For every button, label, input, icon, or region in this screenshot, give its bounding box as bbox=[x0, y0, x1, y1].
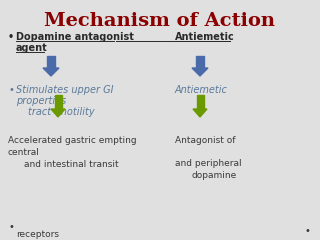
Polygon shape bbox=[193, 109, 207, 117]
Text: •: • bbox=[305, 226, 311, 236]
Text: Mechanism of Action: Mechanism of Action bbox=[44, 12, 276, 30]
Bar bbox=[47, 56, 55, 68]
Text: dopamine: dopamine bbox=[191, 171, 236, 180]
Text: Dopamine antagonist: Dopamine antagonist bbox=[16, 32, 134, 42]
Polygon shape bbox=[43, 68, 59, 76]
Text: and peripheral: and peripheral bbox=[175, 159, 242, 168]
Text: Accelerated gastric empting: Accelerated gastric empting bbox=[8, 136, 137, 145]
Text: Antiemetic: Antiemetic bbox=[175, 32, 235, 42]
Bar bbox=[196, 56, 204, 68]
Text: Stimulates upper GI: Stimulates upper GI bbox=[16, 85, 114, 95]
Text: •: • bbox=[8, 32, 14, 42]
Text: tract  motility: tract motility bbox=[28, 107, 95, 117]
Text: properties: properties bbox=[16, 96, 66, 106]
Polygon shape bbox=[51, 109, 65, 117]
Bar bbox=[54, 95, 61, 109]
Text: and intestinal transit: and intestinal transit bbox=[24, 160, 119, 169]
Text: Antagonist of: Antagonist of bbox=[175, 136, 236, 145]
Text: •: • bbox=[8, 85, 14, 95]
Text: agent: agent bbox=[16, 43, 48, 53]
Text: central: central bbox=[8, 148, 40, 157]
Bar bbox=[196, 95, 204, 109]
Text: receptors: receptors bbox=[16, 230, 59, 239]
Polygon shape bbox=[192, 68, 208, 76]
Text: •: • bbox=[8, 222, 14, 232]
Text: Antiemetic: Antiemetic bbox=[175, 85, 228, 95]
